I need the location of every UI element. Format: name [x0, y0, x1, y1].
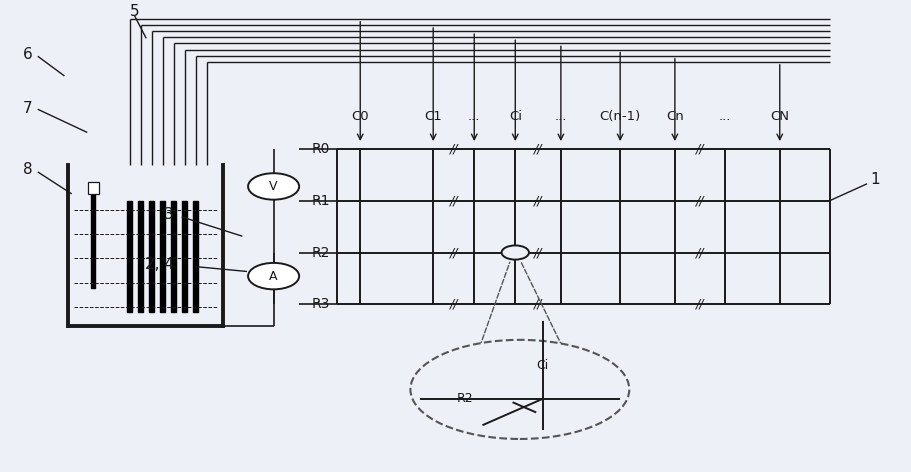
Text: //: // — [449, 142, 457, 155]
Text: //: // — [533, 194, 542, 207]
Text: 3: 3 — [164, 207, 173, 222]
Text: A: A — [269, 270, 278, 283]
Text: ...: ... — [718, 110, 731, 123]
Text: C(n-1): C(n-1) — [599, 110, 640, 123]
Text: R0: R0 — [312, 142, 330, 156]
Text: //: // — [449, 194, 457, 207]
Text: R1: R1 — [312, 194, 330, 208]
Text: V: V — [269, 180, 278, 193]
Text: C1: C1 — [424, 110, 442, 123]
Text: R3: R3 — [312, 297, 330, 312]
Text: Ci: Ci — [508, 110, 521, 123]
Circle shape — [501, 245, 528, 260]
Text: 7: 7 — [23, 101, 32, 116]
Text: CN: CN — [770, 110, 788, 123]
Ellipse shape — [410, 340, 629, 439]
Text: //: // — [533, 246, 542, 259]
Text: //: // — [449, 246, 457, 259]
Text: //: // — [695, 194, 703, 207]
Bar — [88, 182, 99, 194]
Text: //: // — [533, 142, 542, 155]
Text: //: // — [695, 298, 703, 311]
Text: C0: C0 — [351, 110, 369, 123]
Text: R2: R2 — [456, 392, 473, 405]
Text: 5: 5 — [130, 4, 139, 19]
Text: Cn: Cn — [665, 110, 683, 123]
Text: //: // — [695, 246, 703, 259]
Circle shape — [248, 263, 299, 289]
Text: Ci: Ci — [536, 359, 548, 372]
Text: //: // — [695, 142, 703, 155]
Text: ...: ... — [554, 110, 567, 123]
Text: 2, 4: 2, 4 — [145, 257, 174, 272]
Text: 8: 8 — [23, 162, 32, 177]
Text: ...: ... — [467, 110, 480, 123]
Text: R2: R2 — [312, 245, 330, 260]
Circle shape — [248, 173, 299, 200]
Text: //: // — [533, 298, 542, 311]
Text: //: // — [449, 298, 457, 311]
Text: 1: 1 — [870, 172, 879, 187]
Text: 6: 6 — [23, 47, 32, 62]
